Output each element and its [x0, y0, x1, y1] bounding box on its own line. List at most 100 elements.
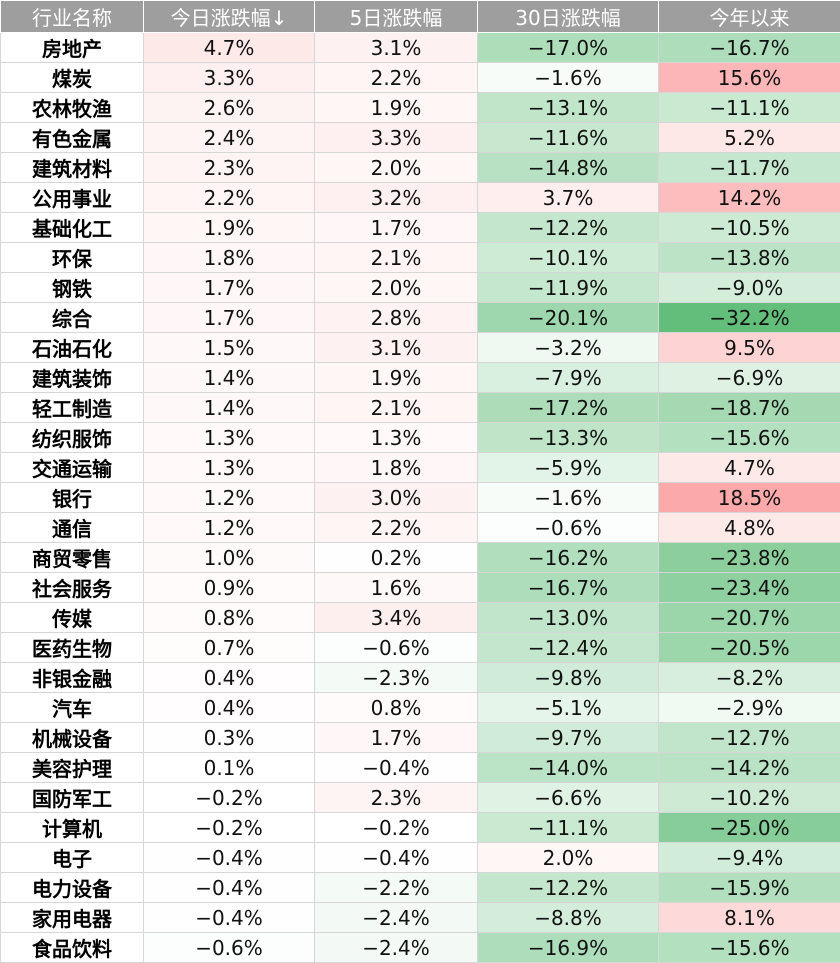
- 5day-change-cell: 0.2%: [315, 543, 478, 573]
- industry-name-cell: 建筑装饰: [1, 363, 144, 393]
- industry-name-cell: 通信: [1, 513, 144, 543]
- table-row: 电力设备−0.4%−2.2%−12.2%−15.9%: [1, 873, 840, 903]
- today-change-cell: 1.5%: [144, 333, 315, 363]
- 5day-change-cell: −0.4%: [315, 753, 478, 783]
- 5day-change-cell: −2.4%: [315, 903, 478, 933]
- industry-name-cell: 环保: [1, 243, 144, 273]
- today-change-cell: −0.2%: [144, 813, 315, 843]
- industry-name-cell: 非银金融: [1, 663, 144, 693]
- industry-name-cell: 医药生物: [1, 633, 144, 663]
- 5day-change-cell: −0.4%: [315, 843, 478, 873]
- today-change-cell: 1.9%: [144, 213, 315, 243]
- today-change-cell: 1.3%: [144, 423, 315, 453]
- industry-name-cell: 社会服务: [1, 573, 144, 603]
- 5day-change-cell: 1.7%: [315, 723, 478, 753]
- today-change-cell: 2.2%: [144, 183, 315, 213]
- 30day-change-cell: 3.7%: [478, 183, 659, 213]
- industry-name-cell: 公用事业: [1, 183, 144, 213]
- header-industry-name[interactable]: 行业名称: [1, 1, 144, 33]
- ytd-change-cell: −23.8%: [659, 543, 840, 573]
- header-ytd-change[interactable]: 今年以来: [659, 1, 840, 33]
- 5day-change-cell: 1.9%: [315, 363, 478, 393]
- today-change-cell: −0.4%: [144, 903, 315, 933]
- ytd-change-cell: −6.9%: [659, 363, 840, 393]
- 5day-change-cell: 1.7%: [315, 213, 478, 243]
- industry-name-cell: 国防军工: [1, 783, 144, 813]
- industry-name-cell: 家用电器: [1, 903, 144, 933]
- ytd-change-cell: −18.7%: [659, 393, 840, 423]
- today-change-cell: 2.4%: [144, 123, 315, 153]
- 30day-change-cell: −11.1%: [478, 813, 659, 843]
- 30day-change-cell: −9.8%: [478, 663, 659, 693]
- 30day-change-cell: −7.9%: [478, 363, 659, 393]
- 5day-change-cell: 0.8%: [315, 693, 478, 723]
- 5day-change-cell: −0.2%: [315, 813, 478, 843]
- ytd-change-cell: −23.4%: [659, 573, 840, 603]
- today-change-cell: 0.1%: [144, 753, 315, 783]
- 5day-change-cell: 3.3%: [315, 123, 478, 153]
- header-5day-change[interactable]: 5日涨跌幅: [315, 1, 478, 33]
- today-change-cell: 1.2%: [144, 513, 315, 543]
- industry-name-cell: 机械设备: [1, 723, 144, 753]
- today-change-cell: 0.9%: [144, 573, 315, 603]
- ytd-change-cell: −20.7%: [659, 603, 840, 633]
- table-row: 食品饮料−0.6%−2.4%−16.9%−15.6%: [1, 933, 840, 963]
- industry-name-cell: 建筑材料: [1, 153, 144, 183]
- 30day-change-cell: −13.3%: [478, 423, 659, 453]
- ytd-change-cell: −9.0%: [659, 273, 840, 303]
- today-change-cell: −0.6%: [144, 933, 315, 963]
- 30day-change-cell: −17.0%: [478, 33, 659, 63]
- industry-name-cell: 食品饮料: [1, 933, 144, 963]
- header-row: 行业名称 今日涨跌幅↓ 5日涨跌幅 30日涨跌幅 今年以来: [1, 1, 840, 33]
- 30day-change-cell: −12.2%: [478, 213, 659, 243]
- industry-name-cell: 纺织服饰: [1, 423, 144, 453]
- 5day-change-cell: −2.4%: [315, 933, 478, 963]
- 30day-change-cell: −12.2%: [478, 873, 659, 903]
- industry-name-cell: 美容护理: [1, 753, 144, 783]
- 30day-change-cell: −13.1%: [478, 93, 659, 123]
- 5day-change-cell: 3.1%: [315, 33, 478, 63]
- table-row: 国防军工−0.2%2.3%−6.6%−10.2%: [1, 783, 840, 813]
- header-30day-change[interactable]: 30日涨跌幅: [478, 1, 659, 33]
- 5day-change-cell: 1.8%: [315, 453, 478, 483]
- industry-name-cell: 综合: [1, 303, 144, 333]
- 5day-change-cell: −2.2%: [315, 873, 478, 903]
- industry-name-cell: 传媒: [1, 603, 144, 633]
- ytd-change-cell: −11.7%: [659, 153, 840, 183]
- industry-name-cell: 汽车: [1, 693, 144, 723]
- 30day-change-cell: −16.9%: [478, 933, 659, 963]
- 5day-change-cell: 2.0%: [315, 273, 478, 303]
- industry-name-cell: 电子: [1, 843, 144, 873]
- ytd-change-cell: −14.2%: [659, 753, 840, 783]
- industry-name-cell: 计算机: [1, 813, 144, 843]
- header-today-change[interactable]: 今日涨跌幅↓: [144, 1, 315, 33]
- ytd-change-cell: −13.8%: [659, 243, 840, 273]
- ytd-change-cell: −20.5%: [659, 633, 840, 663]
- 5day-change-cell: 2.1%: [315, 243, 478, 273]
- ytd-change-cell: −9.4%: [659, 843, 840, 873]
- today-change-cell: −0.4%: [144, 843, 315, 873]
- today-change-cell: 3.3%: [144, 63, 315, 93]
- industry-name-cell: 有色金属: [1, 123, 144, 153]
- 5day-change-cell: 2.1%: [315, 393, 478, 423]
- today-change-cell: 0.7%: [144, 633, 315, 663]
- ytd-change-cell: 8.1%: [659, 903, 840, 933]
- ytd-change-cell: −15.6%: [659, 933, 840, 963]
- today-change-cell: 2.6%: [144, 93, 315, 123]
- 30day-change-cell: −1.6%: [478, 483, 659, 513]
- 5day-change-cell: 2.3%: [315, 783, 478, 813]
- industry-name-cell: 交通运输: [1, 453, 144, 483]
- 5day-change-cell: 2.8%: [315, 303, 478, 333]
- 30day-change-cell: −11.6%: [478, 123, 659, 153]
